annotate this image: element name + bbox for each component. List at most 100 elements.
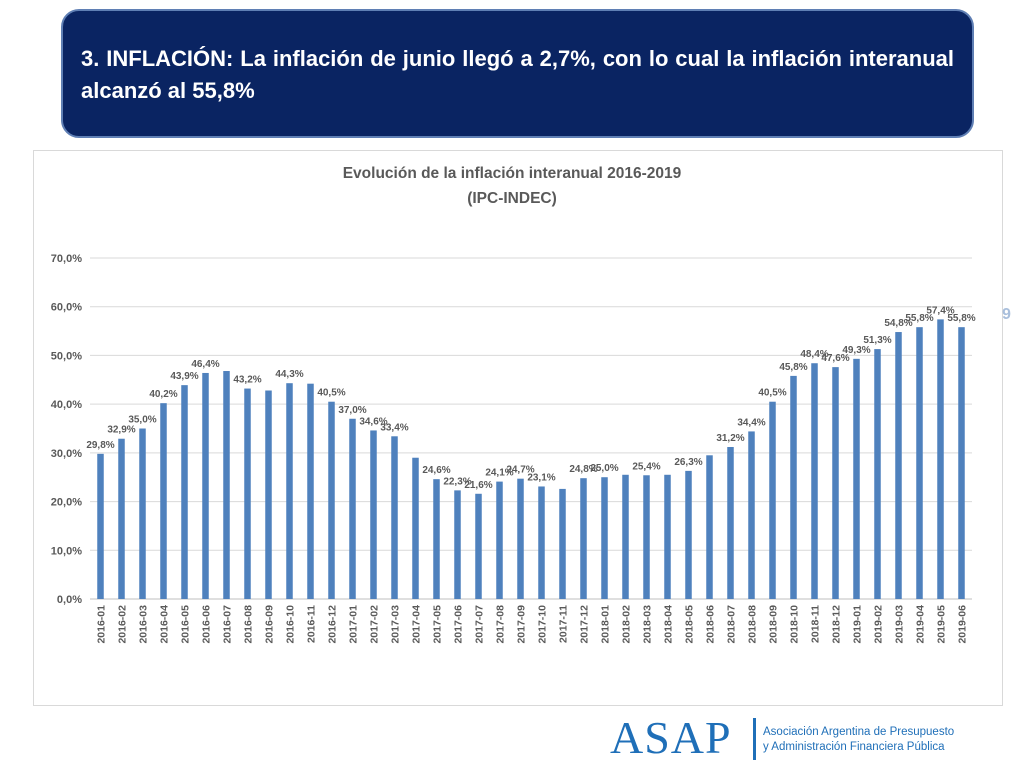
data-label: 44,3%	[275, 369, 303, 380]
data-label: 24,6%	[422, 465, 450, 476]
chart-title-block: Evolución de la inflación interanual 201…	[0, 161, 1024, 211]
x-tick-label: 2017-08	[495, 605, 507, 644]
x-tick-label: 2018-04	[663, 605, 675, 644]
data-label: 34,6%	[359, 416, 387, 427]
y-tick-label: 20,0%	[51, 497, 82, 509]
x-tick-label: 2018-01	[600, 605, 612, 644]
bar	[433, 479, 440, 599]
y-tick-label: 30,0%	[51, 448, 82, 460]
side-digit: 9	[1002, 306, 1011, 323]
data-label: 35,0%	[128, 415, 156, 426]
x-tick-label: 2016-02	[117, 605, 129, 644]
data-label: 34,4%	[737, 417, 765, 428]
x-tick-label: 2018-07	[726, 605, 738, 644]
data-label: 46,4%	[191, 359, 219, 370]
bar	[937, 319, 944, 599]
data-label: 24,1%	[485, 468, 513, 479]
data-label: 23,1%	[527, 472, 555, 483]
bar	[328, 401, 335, 599]
bar	[244, 388, 251, 599]
data-label: 37,0%	[338, 405, 366, 416]
data-label: 45,8%	[779, 362, 807, 373]
bar	[874, 349, 881, 599]
bar	[580, 478, 587, 599]
headline-banner: 3. INFLACIÓN: La inflación de junio lleg…	[61, 9, 974, 138]
data-label: 32,9%	[107, 425, 135, 436]
data-label: 40,2%	[149, 389, 177, 400]
x-tick-label: 2017-04	[411, 605, 423, 644]
bar	[370, 430, 377, 599]
data-label: 48,4%	[800, 349, 828, 360]
data-label: 43,2%	[233, 375, 261, 386]
bar	[790, 375, 797, 599]
bar	[181, 385, 188, 599]
bar	[622, 474, 629, 599]
x-tick-label: 2016-09	[264, 605, 276, 644]
x-tick-label: 2017-09	[516, 605, 528, 644]
asap-logo: ASAP Asociación Argentina de Presupuesto…	[610, 712, 970, 764]
bar	[223, 371, 230, 599]
x-tick-label: 2016-11	[306, 605, 318, 643]
x-tick-label: 2018-02	[621, 605, 633, 644]
x-tick-label: 2017-01	[348, 605, 360, 644]
bar	[559, 488, 566, 599]
chart-title: Evolución de la inflación interanual 201…	[342, 165, 682, 182]
x-tick-label: 2017-05	[432, 605, 444, 644]
bar	[958, 327, 965, 599]
x-tick-label: 2018-11	[810, 605, 822, 643]
data-label: 54,8%	[884, 318, 912, 329]
data-label: 40,5%	[758, 388, 786, 399]
x-tick-label: 2018-09	[768, 605, 780, 644]
bar	[412, 457, 419, 599]
logo-divider	[753, 718, 756, 760]
bar	[118, 438, 125, 599]
x-tick-label: 2017-11	[558, 605, 570, 643]
data-label: 55,8%	[947, 313, 975, 324]
x-tick-label: 2018-03	[642, 605, 654, 644]
bar	[202, 372, 209, 599]
logo-line-2: y Administración Financiera Pública	[763, 741, 945, 753]
bar	[706, 455, 713, 599]
x-tick-label: 2016-08	[243, 605, 255, 644]
x-tick-label: 2016-06	[201, 605, 213, 644]
chart-subtitle: (IPC-INDEC)	[467, 190, 557, 207]
y-tick-label: 70,0%	[51, 253, 82, 265]
bar	[265, 390, 272, 599]
data-label: 25,0%	[590, 463, 618, 474]
y-tick-label: 40,0%	[51, 399, 82, 411]
bar	[538, 486, 545, 599]
bar	[391, 436, 398, 599]
data-label: 25,4%	[632, 461, 660, 472]
x-tick-label: 2018-08	[747, 605, 759, 644]
y-tick-label: 60,0%	[51, 302, 82, 314]
x-tick-label: 2019-02	[873, 605, 885, 644]
data-label: 24,8%	[569, 464, 597, 475]
x-tick-label: 2017-12	[579, 605, 591, 644]
x-tick-label: 2018-10	[789, 605, 801, 644]
x-tick-label: 2018-05	[684, 605, 696, 644]
data-label: 29,8%	[86, 440, 114, 451]
bar	[916, 327, 923, 599]
bar	[832, 367, 839, 599]
bar	[727, 447, 734, 599]
x-tick-label: 2016-12	[327, 605, 339, 644]
data-label: 21,6%	[464, 480, 492, 491]
bar	[685, 470, 692, 599]
data-label: 22,3%	[443, 476, 471, 487]
logo-wordmark: ASAP	[610, 712, 732, 763]
data-label: 24,7%	[506, 465, 534, 476]
bar	[349, 418, 356, 599]
x-tick-label: 2017-03	[390, 605, 402, 644]
x-tick-label: 2017-02	[369, 605, 381, 644]
chart-frame	[33, 150, 1003, 706]
bar	[97, 453, 104, 599]
data-label: 55,8%	[905, 313, 933, 324]
x-tick-label: 2019-05	[936, 605, 948, 644]
logo-line-1: Asociación Argentina de Presupuesto	[763, 726, 955, 738]
bar	[811, 363, 818, 599]
data-label: 43,9%	[170, 371, 198, 382]
y-tick-label: 10,0%	[51, 545, 82, 557]
x-tick-label: 2016-01	[96, 605, 108, 644]
bar	[307, 383, 314, 599]
headline-text: 3. INFLACIÓN: La inflación de junio lleg…	[81, 46, 954, 103]
